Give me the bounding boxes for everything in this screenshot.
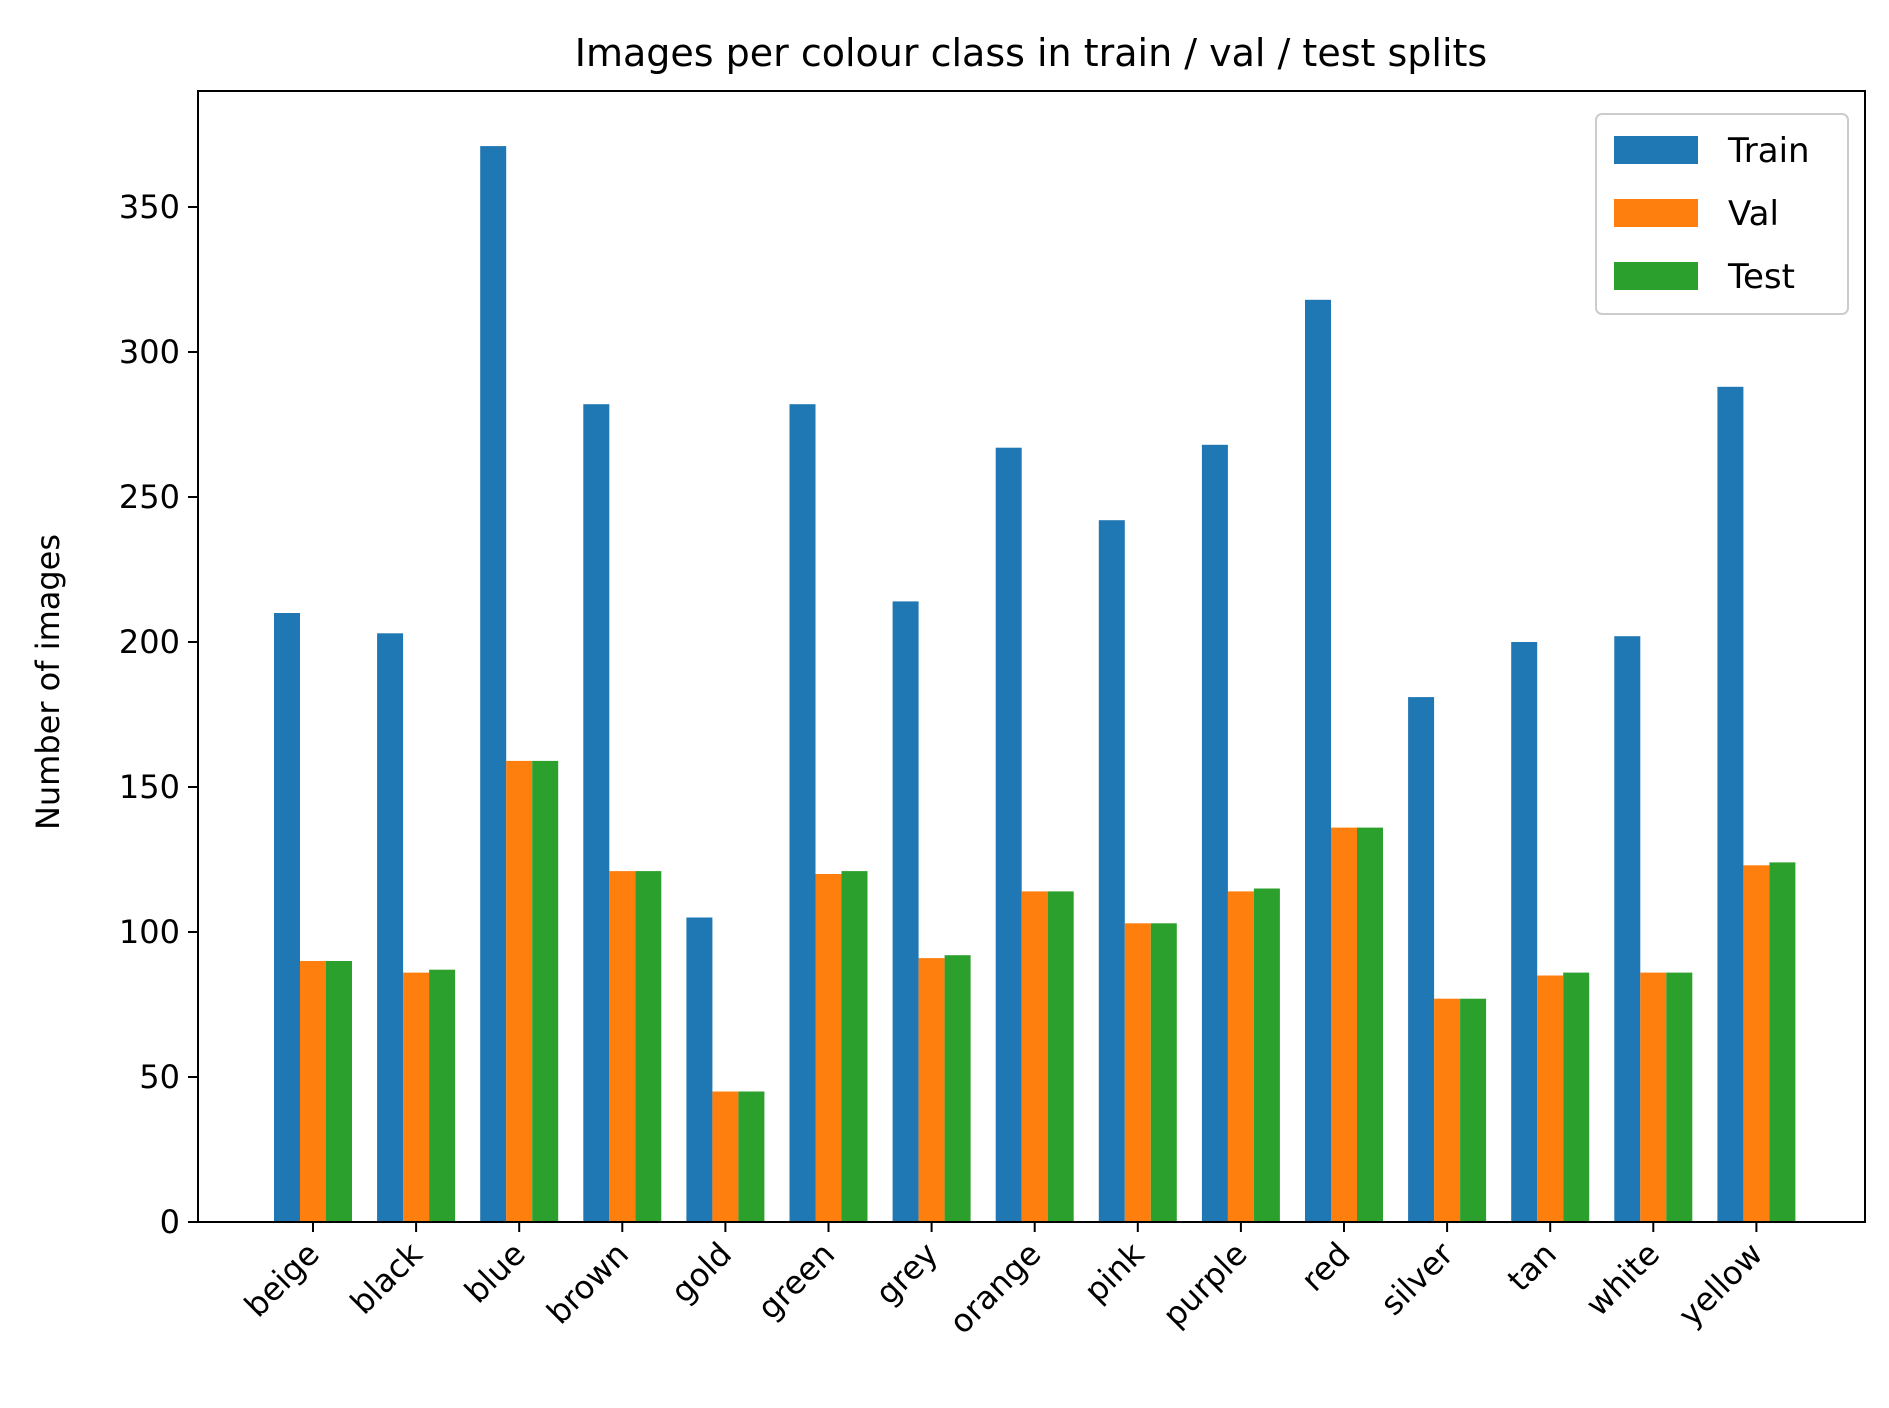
y-tick-label: 300: [119, 333, 180, 371]
y-axis: 0 50 100 150 200 250 300 350: [119, 188, 198, 1241]
bar-test-gold: [738, 1091, 765, 1222]
bar-train-green: [789, 404, 816, 1222]
bar-test-brown: [635, 871, 662, 1222]
bars-group: [274, 146, 1796, 1223]
bar-train-orange: [995, 447, 1022, 1222]
bar-test-blue: [532, 760, 559, 1222]
bar-train-gold: [686, 917, 713, 1222]
bar-val-white: [1640, 972, 1667, 1222]
bar-test-red: [1357, 827, 1383, 1222]
bar-test-grey: [944, 955, 971, 1222]
legend-label-val: Val: [1728, 194, 1779, 234]
bar-train-black: [377, 633, 404, 1222]
bar-val-beige: [300, 961, 326, 1222]
bar-test-purple: [1253, 888, 1280, 1222]
bar-train-purple: [1201, 444, 1228, 1222]
bar-val-red: [1331, 827, 1357, 1222]
bar-train-silver: [1408, 697, 1435, 1222]
y-tick-label: 250: [119, 478, 180, 516]
y-tick-label: 100: [119, 913, 180, 951]
bar-train-pink: [1098, 520, 1125, 1222]
bar-train-yellow: [1717, 386, 1744, 1222]
legend-swatch-test: [1614, 262, 1698, 290]
bar-test-beige: [326, 961, 352, 1222]
y-axis-label: Number of images: [29, 534, 67, 830]
bar-train-blue: [480, 146, 507, 1223]
y-tick-label: 150: [119, 768, 180, 806]
bar-test-black: [429, 969, 456, 1222]
bar-val-blue: [506, 760, 533, 1222]
bar-val-silver: [1434, 998, 1461, 1222]
bar-train-grey: [892, 601, 919, 1222]
bar-train-beige: [274, 613, 300, 1222]
bar-test-orange: [1047, 891, 1074, 1222]
y-tick-label: 50: [139, 1058, 180, 1096]
bar-val-yellow: [1743, 865, 1770, 1222]
bar-test-silver: [1460, 998, 1487, 1222]
bar-train-tan: [1511, 642, 1538, 1222]
bar-val-pink: [1124, 923, 1151, 1222]
bar-test-white: [1666, 972, 1693, 1222]
bar-test-yellow: [1769, 862, 1796, 1222]
plot-frame: [197, 90, 1866, 1223]
bar-test-pink: [1150, 923, 1177, 1222]
legend: Train Val Test: [1595, 113, 1849, 315]
y-tick-label: 200: [119, 623, 180, 661]
legend-swatch-train: [1614, 136, 1698, 164]
bar-val-grey: [918, 958, 945, 1222]
bar-train-white: [1614, 636, 1641, 1222]
bar-val-orange: [1021, 891, 1048, 1222]
legend-label-test: Test: [1727, 257, 1795, 297]
chart-title: Images per colour class in train / val /…: [575, 31, 1487, 75]
bar-train-red: [1305, 299, 1331, 1222]
legend-swatch-val: [1614, 199, 1698, 227]
bar-test-tan: [1563, 972, 1590, 1222]
bar-val-green: [815, 874, 842, 1222]
bar-test-green: [841, 871, 868, 1222]
bar-val-gold: [712, 1091, 739, 1222]
bar-val-black: [403, 972, 430, 1222]
bar-val-brown: [609, 871, 636, 1222]
bar-val-purple: [1227, 891, 1254, 1222]
y-tick-label: 0: [160, 1203, 180, 1241]
legend-label-train: Train: [1727, 131, 1810, 171]
bar-val-tan: [1537, 975, 1564, 1222]
y-tick-label: 350: [119, 188, 180, 226]
bar-train-brown: [583, 404, 610, 1222]
